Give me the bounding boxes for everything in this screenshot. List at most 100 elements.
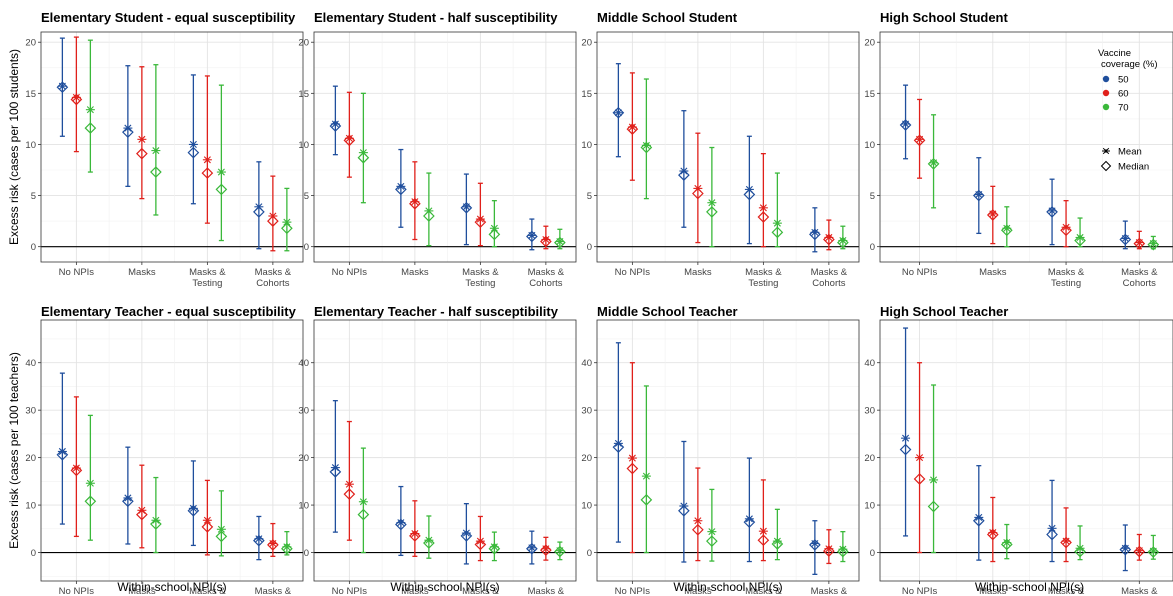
median-marker — [460, 201, 473, 214]
median-marker — [1046, 528, 1058, 541]
median-marker — [84, 495, 97, 508]
y-tick-label: 0 — [304, 548, 309, 559]
median-marker — [460, 530, 473, 542]
y-tick-label: 15 — [581, 89, 592, 100]
x-tick-label: Cohorts — [812, 278, 846, 289]
y-tick-label: 40 — [25, 358, 36, 369]
median-marker — [215, 183, 228, 196]
x-tick-label: Masks — [684, 586, 712, 596]
mean-marker — [151, 147, 161, 155]
mean-marker — [974, 513, 984, 521]
x-tick-label: Masks & — [1121, 586, 1158, 596]
mean-marker — [344, 480, 354, 488]
y-tick-label: 10 — [864, 140, 875, 151]
x-tick-label: Masks & — [811, 586, 848, 596]
mean-marker — [744, 185, 754, 193]
x-tick-label: Testing — [1051, 278, 1081, 289]
median-marker — [423, 537, 435, 549]
mean-marker — [1061, 223, 1071, 231]
y-tick-label: 20 — [581, 453, 592, 464]
median-marker — [267, 215, 279, 227]
x-tick-label: No NPIs — [332, 267, 368, 278]
y-tick-label: 10 — [864, 501, 875, 512]
x-tick-label: Masks — [684, 267, 712, 278]
x-tick-label: Masks — [979, 586, 1007, 596]
median-marker — [1147, 238, 1160, 251]
median-marker — [612, 441, 625, 454]
y-tick-label: 20 — [25, 453, 36, 464]
mean-marker — [202, 516, 212, 524]
panel-border — [879, 31, 1173, 263]
mean-marker — [772, 537, 782, 545]
y-tick-label: 10 — [298, 501, 309, 512]
panel-title: Elementary Teacher - half susceptibility — [314, 304, 559, 319]
median-marker — [757, 534, 770, 547]
median-marker — [187, 146, 200, 159]
mean-marker — [974, 190, 984, 199]
y-tick-label: 10 — [25, 501, 36, 512]
x-tick-label: Masks — [128, 586, 156, 596]
panel-students-4: High School Student 0 5 10 15 20 No NPIs Masks M… — [864, 10, 1173, 289]
y-tick-label: 15 — [298, 89, 309, 100]
y-axis-title: Excess risk (cases per 100 students) — [7, 49, 21, 245]
x-tick-label: Masks & — [462, 267, 499, 278]
median-marker — [150, 518, 162, 530]
median-marker — [488, 228, 501, 241]
x-tick-label: Masks & — [528, 267, 565, 278]
x-axis-title: Within-school NPI(s) — [673, 580, 782, 594]
median-marker — [972, 189, 985, 202]
mean-marker — [901, 120, 911, 128]
mean-marker — [254, 535, 264, 543]
mean-marker — [268, 212, 278, 220]
mean-marker — [1075, 233, 1085, 242]
median-marker — [1074, 545, 1086, 558]
median-marker — [678, 504, 690, 517]
mean-marker — [1120, 234, 1130, 243]
median-marker — [56, 81, 69, 94]
x-tick-label: Masks & — [1121, 267, 1158, 278]
mean-marker — [527, 544, 537, 552]
panel-teachers-4: High School Teacher 0 10 20 30 40 No NPIs Masks… — [864, 304, 1173, 596]
y-tick-label: 30 — [581, 406, 592, 417]
mean-marker — [1002, 539, 1012, 547]
y-tick-label: 40 — [864, 358, 875, 369]
y-tick-label: 30 — [25, 406, 36, 417]
mean-marker — [188, 504, 198, 512]
median-marker — [927, 500, 940, 513]
mean-marker — [475, 537, 485, 545]
median-marker — [913, 134, 926, 147]
panel-title: Elementary Teacher - equal susceptibilit… — [41, 304, 297, 319]
mean-marker — [744, 515, 754, 523]
legend-median-label: Median — [1118, 162, 1149, 173]
x-tick-label: Masks & — [189, 586, 226, 596]
y-tick-label: 40 — [298, 358, 309, 369]
x-tick-label: Cohorts — [529, 278, 563, 289]
median-marker — [1133, 237, 1146, 250]
mean-marker — [613, 439, 623, 447]
y-tick-label: 15 — [864, 89, 875, 100]
median-marker — [972, 514, 985, 527]
median-marker — [986, 209, 999, 221]
x-tick-label: Masks & — [255, 586, 292, 596]
mean-marker — [268, 539, 278, 548]
panel-title: High School Student — [880, 10, 1008, 25]
median-marker — [357, 151, 370, 164]
panel-border — [40, 319, 304, 582]
panel-title: Elementary Student - equal susceptibilit… — [41, 10, 296, 25]
panel-border — [879, 319, 1173, 582]
legend-title: coverage (%) — [1101, 59, 1158, 70]
mean-marker — [358, 149, 368, 157]
x-tick-label: No NPIs — [615, 586, 651, 596]
x-tick-label: Masks & — [811, 267, 848, 278]
mean-marker — [693, 184, 703, 192]
y-tick-label: 20 — [864, 453, 875, 464]
median-marker — [187, 504, 200, 517]
legend-mean-icon — [1102, 147, 1110, 155]
median-marker — [1133, 545, 1146, 558]
mean-marker — [758, 527, 768, 535]
mean-marker — [541, 545, 551, 553]
median-marker — [136, 147, 148, 160]
mean-marker — [202, 156, 212, 164]
median-marker — [913, 473, 926, 485]
